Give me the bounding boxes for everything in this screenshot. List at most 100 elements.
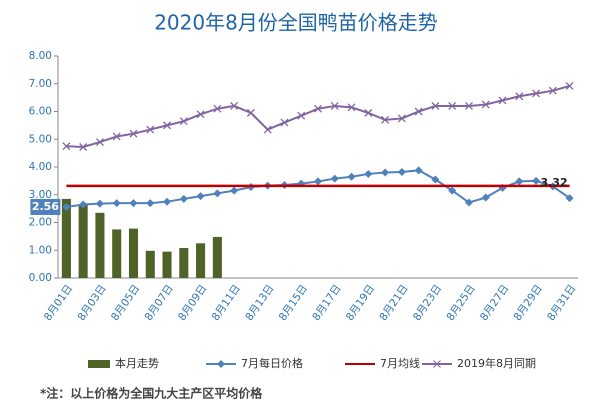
marker bbox=[196, 110, 205, 119]
x-tick-label: 8月05日 bbox=[109, 283, 142, 324]
marker bbox=[213, 189, 222, 198]
marker bbox=[532, 176, 541, 185]
marker bbox=[498, 96, 507, 105]
marker bbox=[515, 92, 524, 101]
marker bbox=[112, 199, 121, 208]
marker bbox=[431, 101, 440, 110]
y-tick-label: 1.00 bbox=[29, 244, 52, 256]
line bbox=[66, 85, 570, 149]
legend-label: 7月每日价格 bbox=[241, 356, 303, 370]
legend-marker bbox=[217, 360, 225, 368]
marker bbox=[263, 125, 272, 134]
marker bbox=[230, 101, 239, 110]
marker bbox=[179, 117, 188, 126]
marker bbox=[381, 115, 390, 124]
marker bbox=[431, 175, 440, 184]
chart-title: 2020年8月份全国鸭苗价格走势 bbox=[154, 11, 438, 35]
y-tick-label: 3.00 bbox=[29, 189, 52, 201]
marker bbox=[129, 199, 138, 208]
y-tick-label: 2.00 bbox=[29, 217, 52, 229]
footnote: *注：以上价格为全国九大主产区平均价格 bbox=[40, 386, 263, 401]
bar bbox=[179, 248, 189, 278]
bar bbox=[112, 229, 122, 278]
label-box bbox=[30, 198, 61, 215]
x-tick-label: 8月11日 bbox=[210, 283, 243, 324]
marker bbox=[515, 177, 524, 186]
data-label: 2.56 bbox=[32, 200, 59, 213]
x-tick-label: 8月21日 bbox=[377, 283, 410, 324]
x-tick-label: 8月27日 bbox=[478, 283, 511, 324]
bar bbox=[95, 212, 105, 278]
marker bbox=[364, 169, 373, 178]
marker bbox=[448, 101, 457, 110]
marker bbox=[280, 118, 289, 127]
y-tick-label: 5.00 bbox=[29, 133, 52, 145]
marker bbox=[347, 172, 356, 181]
marker bbox=[414, 107, 423, 116]
x-tick-label: 8月17日 bbox=[310, 283, 343, 324]
marker bbox=[397, 114, 406, 123]
marker bbox=[196, 192, 205, 201]
y-tick-label: 4.00 bbox=[29, 161, 52, 173]
y-tick-label: 7.00 bbox=[29, 78, 52, 90]
x-tick-label: 8月09日 bbox=[176, 283, 209, 324]
y-tick-label: 8.00 bbox=[29, 50, 52, 62]
marker bbox=[314, 177, 322, 186]
marker bbox=[62, 202, 71, 211]
marker bbox=[414, 166, 423, 175]
marker bbox=[79, 200, 88, 209]
legend-marker bbox=[433, 360, 441, 368]
legend-label: 本月走势 bbox=[115, 356, 159, 370]
marker bbox=[532, 89, 541, 98]
marker bbox=[95, 199, 104, 208]
marker bbox=[448, 186, 457, 195]
legend-label: 7月均线 bbox=[380, 356, 420, 370]
x-tick-label: 8月25日 bbox=[445, 283, 478, 324]
marker bbox=[481, 100, 490, 109]
x-tick-label: 8月03日 bbox=[75, 283, 108, 324]
y-tick-label: 0.00 bbox=[29, 272, 52, 284]
marker bbox=[565, 194, 574, 203]
y-tick-label: 6.00 bbox=[29, 106, 52, 118]
marker bbox=[179, 194, 188, 203]
marker bbox=[314, 104, 322, 113]
x-tick-label: 8月29日 bbox=[512, 283, 545, 324]
bar bbox=[61, 198, 71, 278]
marker bbox=[112, 132, 121, 141]
legend-swatch bbox=[88, 360, 110, 368]
x-tick-label: 8月01日 bbox=[42, 283, 75, 324]
marker bbox=[381, 168, 390, 177]
bar bbox=[212, 236, 222, 278]
marker bbox=[62, 142, 71, 151]
marker bbox=[565, 82, 574, 90]
x-tick-label: 8月19日 bbox=[344, 283, 377, 324]
marker bbox=[230, 186, 239, 195]
marker bbox=[481, 193, 490, 202]
x-tick-label: 8月23日 bbox=[411, 283, 444, 324]
marker bbox=[397, 167, 406, 176]
marker bbox=[465, 101, 473, 110]
marker bbox=[163, 121, 171, 130]
marker bbox=[330, 174, 339, 183]
bar bbox=[145, 250, 155, 278]
marker bbox=[347, 103, 356, 112]
marker bbox=[330, 101, 339, 110]
marker bbox=[163, 197, 172, 206]
marker bbox=[246, 108, 255, 117]
x-tick-label: 8月13日 bbox=[243, 283, 276, 324]
bar bbox=[128, 228, 139, 278]
marker bbox=[364, 108, 373, 117]
bar bbox=[162, 251, 172, 278]
marker bbox=[79, 143, 88, 151]
legend-label: 2019年8月同期 bbox=[457, 356, 536, 370]
marker bbox=[146, 125, 155, 134]
marker bbox=[548, 86, 557, 95]
line bbox=[66, 169, 571, 208]
x-tick-label: 8月31日 bbox=[545, 283, 578, 324]
x-tick-label: 8月07日 bbox=[143, 283, 176, 324]
bar bbox=[196, 243, 206, 278]
x-tick-label: 8月15日 bbox=[277, 283, 310, 324]
marker bbox=[213, 104, 222, 113]
data-label: 3.32 bbox=[540, 176, 567, 189]
